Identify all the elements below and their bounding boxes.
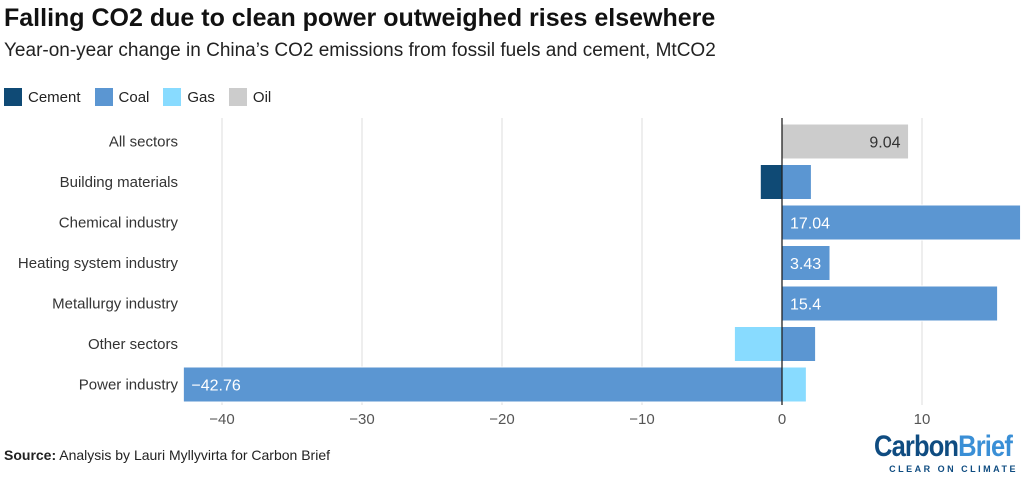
legend-item-oil[interactable]: Oil — [228, 88, 272, 106]
bar-gas — [781, 366, 807, 403]
x-tick-label: 10 — [914, 411, 931, 428]
legend: Cement Coal Gas Oil — [4, 88, 271, 106]
legend-label: Oil — [252, 88, 272, 106]
category-label: Building materials — [60, 174, 178, 191]
bar-coal — [781, 285, 999, 322]
x-tick-label: −10 — [629, 411, 654, 428]
legend-item-cement[interactable]: Cement — [4, 88, 81, 106]
data-label: 15.4 — [790, 297, 821, 314]
x-tick-label: −40 — [209, 411, 234, 428]
chart-subtitle: Year-on-year change in China’s CO2 emiss… — [4, 40, 716, 61]
legend-item-coal[interactable]: Coal — [94, 88, 150, 106]
logo-tagline: CLEAR ON CLIMATE — [889, 464, 1018, 474]
x-tick-label: 0 — [778, 411, 786, 428]
legend-swatch — [4, 88, 22, 106]
category-label: Other sectors — [88, 336, 178, 353]
legend-swatch — [228, 88, 247, 106]
data-label: 17.04 — [790, 216, 830, 233]
legend-label: Cement — [28, 88, 81, 106]
legend-label: Gas — [187, 88, 215, 106]
bar-coal — [781, 164, 812, 200]
logo-part2: Brief — [958, 430, 1013, 463]
category-label: Power industry — [79, 377, 179, 394]
x-tick-label: −20 — [489, 411, 514, 428]
legend-label: Coal — [118, 88, 150, 106]
logo-part1: Carbon — [874, 430, 959, 463]
data-label: 9.04 — [869, 135, 900, 152]
source-note: Source: Analysis by Lauri Myllyvirta for… — [4, 447, 330, 463]
data-label: 3.43 — [790, 256, 821, 273]
data-label: −42.76 — [191, 378, 240, 395]
carbon-brief-logo: CarbonBrief CLEAR ON CLIMATE — [874, 430, 1022, 475]
category-label: All sectors — [109, 134, 178, 151]
category-label: Metallurgy industry — [52, 296, 178, 313]
chart-title: Falling CO2 due to clean power outweighe… — [4, 4, 716, 32]
legend-swatch — [163, 88, 182, 106]
bar-coal — [781, 326, 817, 362]
source-label: Source: — [4, 447, 57, 463]
legend-swatch — [94, 88, 113, 106]
legend-item-gas[interactable]: Gas — [163, 88, 215, 106]
bar-cement — [759, 164, 783, 200]
x-tick-label: −30 — [349, 411, 374, 428]
source-text: Analysis by Lauri Myllyvirta for Carbon … — [56, 447, 330, 463]
bar-coal — [182, 366, 783, 403]
category-label: Heating system industry — [18, 255, 179, 272]
category-label: Chemical industry — [59, 215, 179, 232]
bar-gas — [733, 326, 783, 362]
